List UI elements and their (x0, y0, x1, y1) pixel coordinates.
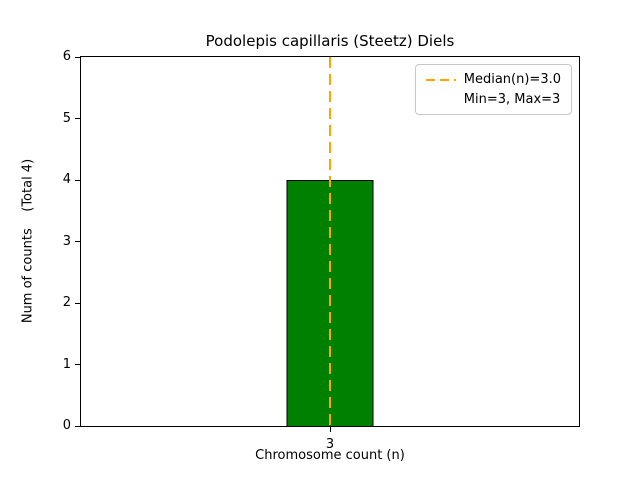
chart-title: Podolepis capillaris (Steetz) Diels (205, 32, 455, 50)
y-tick-label: 0 (62, 418, 71, 433)
y-tick-label: 5 (62, 110, 71, 126)
legend-label-minmax: Min=3, Max=3 (463, 92, 561, 107)
y-tick-mark (75, 425, 80, 427)
y-tick-mark (75, 302, 80, 304)
y-tick-label: 4 (62, 172, 71, 187)
axes: 3 Median(n)=3.0 Min=3, Max=3 0 1 2 3 4 5 6 (63, 49, 580, 452)
x-tick-label: 3 (325, 437, 335, 452)
legend-row-median: Median(n)=3.0 (425, 72, 561, 87)
y-axis-label: Num of counts (Total 4) (20, 158, 36, 324)
legend-row-minmax: Min=3, Max=3 (426, 92, 561, 107)
x-tick-mark (330, 427, 331, 432)
y-tick-label: 6 (62, 49, 71, 64)
y-tick-mark (75, 118, 80, 119)
legend: Median(n)=3.0 Min=3, Max=3 (414, 64, 572, 115)
y-tick-mark (75, 241, 80, 242)
y-tick-mark (75, 364, 80, 365)
legend-handle-spacer (426, 99, 456, 101)
y-tick-mark (75, 179, 80, 181)
median-dashed-line-icon (425, 78, 456, 81)
legend-label-median: Median(n)=3.0 (463, 72, 561, 87)
y-tick-label: 2 (62, 295, 71, 310)
x-axis-label: Chromosome count (n) (255, 448, 405, 463)
y-tick-mark (75, 56, 80, 58)
y-tick-label: 3 (62, 233, 71, 249)
median-line (329, 57, 331, 426)
y-tick-label: 1 (62, 356, 71, 372)
